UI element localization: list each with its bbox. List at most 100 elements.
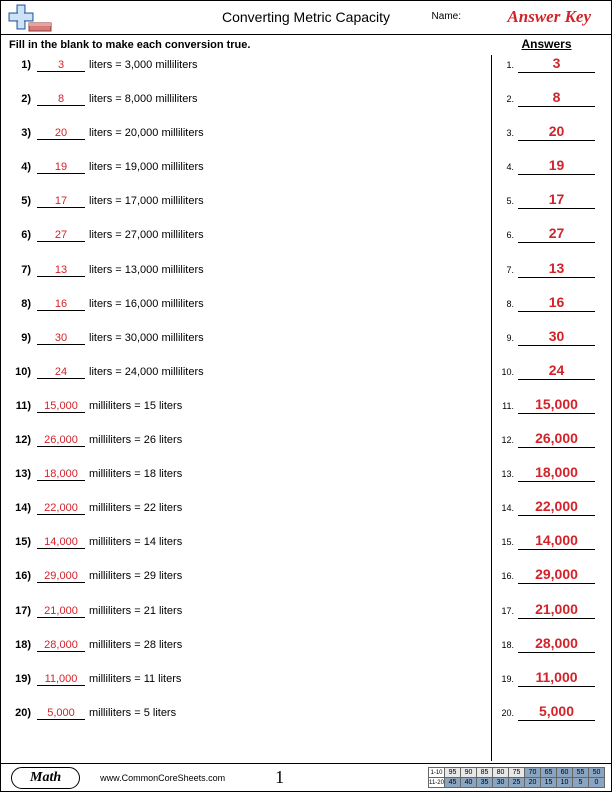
question-row: 17)21,000 milliliters = 21 liters — [9, 605, 483, 639]
question-row: 7) 13 liters = 13,000 milliliters — [9, 264, 483, 298]
question-row: 19)11,000 milliliters = 11 liters — [9, 673, 483, 707]
answer-row: 10.24 — [498, 362, 595, 396]
answer-value: 27 — [518, 225, 595, 243]
question-blank: 27 — [37, 229, 85, 242]
answer-value: 14,000 — [518, 532, 595, 550]
question-text: liters = 30,000 milliliters — [89, 332, 204, 344]
answer-value: 17 — [518, 191, 595, 209]
answer-row: 16.29,000 — [498, 566, 595, 600]
page-number: 1 — [275, 767, 284, 788]
answer-number: 1. — [498, 60, 514, 70]
question-row: 18) 28,000 milliliters = 28 liters — [9, 639, 483, 673]
answer-row: 14.22,000 — [498, 498, 595, 532]
question-text: milliliters = 29 liters — [89, 570, 182, 582]
question-row: 5)17 liters = 17,000 milliliters — [9, 195, 483, 229]
question-row: 20) 5,000 milliliters = 5 liters — [9, 707, 483, 741]
question-blank: 14,000 — [37, 536, 85, 549]
answer-number: 7. — [498, 265, 514, 275]
question-number: 18) — [9, 639, 31, 651]
footer: Math www.CommonCoreSheets.com 1 1-109590… — [1, 763, 611, 791]
question-row: 8)16 liters = 16,000 milliliters — [9, 298, 483, 332]
questions-column: 1)3 liters = 3,000 milliliters2)8 liters… — [1, 55, 491, 761]
question-text: milliliters = 28 liters — [89, 639, 182, 651]
answer-row: 2.8 — [498, 89, 595, 123]
answer-number: 6. — [498, 230, 514, 240]
subject-badge: Math — [11, 767, 80, 789]
question-blank: 30 — [37, 332, 85, 345]
header: Converting Metric Capacity Name: Answer … — [1, 1, 611, 35]
answer-row: 4.19 — [498, 157, 595, 191]
question-text: liters = 3,000 milliliters — [89, 59, 198, 71]
answer-row: 9.30 — [498, 328, 595, 362]
question-text: milliliters = 15 liters — [89, 400, 182, 412]
question-row: 2)8 liters = 8,000 milliliters — [9, 93, 483, 127]
question-text: liters = 27,000 milliliters — [89, 229, 204, 241]
answer-value: 19 — [518, 157, 595, 175]
question-number: 15) — [9, 536, 31, 548]
question-blank: 22,000 — [37, 502, 85, 515]
answer-row: 13.18,000 — [498, 464, 595, 498]
answer-value: 11,000 — [518, 669, 595, 687]
question-blank: 5,000 — [37, 707, 85, 720]
answer-value: 20 — [518, 123, 595, 141]
question-number: 19) — [9, 673, 31, 685]
answer-value: 29,000 — [518, 566, 595, 584]
question-text: liters = 13,000 milliliters — [89, 264, 204, 276]
question-number: 7) — [9, 264, 31, 276]
question-blank: 11,000 — [37, 673, 85, 686]
answer-value: 16 — [518, 294, 595, 312]
answer-value: 3 — [518, 55, 595, 73]
question-row: 4) 19 liters = 19,000 milliliters — [9, 161, 483, 195]
question-text: liters = 20,000 milliliters — [89, 127, 204, 139]
question-text: milliliters = 18 liters — [89, 468, 182, 480]
question-number: 9) — [9, 332, 31, 344]
content-area: 1)3 liters = 3,000 milliliters2)8 liters… — [1, 55, 611, 761]
question-number: 8) — [9, 298, 31, 310]
question-text: liters = 19,000 milliliters — [89, 161, 204, 173]
question-blank: 28,000 — [37, 639, 85, 652]
answer-number: 17. — [498, 606, 514, 616]
question-row: 16) 29,000 milliliters = 29 liters — [9, 570, 483, 604]
answer-row: 15.14,000 — [498, 532, 595, 566]
question-text: liters = 24,000 milliliters — [89, 366, 204, 378]
answer-number: 14. — [498, 503, 514, 513]
question-number: 17) — [9, 605, 31, 617]
answer-number: 4. — [498, 162, 514, 172]
question-blank: 13 — [37, 264, 85, 277]
answer-row: 19. 11,000 — [498, 669, 595, 703]
question-row: 9) 30 liters = 30,000 milliliters — [9, 332, 483, 366]
question-row: 10)24 liters = 24,000 milliliters — [9, 366, 483, 400]
answer-row: 5.17 — [498, 191, 595, 225]
question-blank: 3 — [37, 59, 85, 72]
question-blank: 18,000 — [37, 468, 85, 481]
question-number: 12) — [9, 434, 31, 446]
question-number: 16) — [9, 570, 31, 582]
answer-number: 2. — [498, 94, 514, 104]
question-blank: 26,000 — [37, 434, 85, 447]
question-number: 4) — [9, 161, 31, 173]
answer-number: 19. — [498, 674, 514, 684]
question-text: milliliters = 5 liters — [89, 707, 176, 719]
question-blank: 19 — [37, 161, 85, 174]
question-blank: 20 — [37, 127, 85, 140]
question-blank: 29,000 — [37, 570, 85, 583]
question-row: 15)14,000 milliliters = 14 liters — [9, 536, 483, 570]
question-blank: 8 — [37, 93, 85, 106]
answers-list: 1.32.83.204.195.176.277.138.169.3010.241… — [498, 55, 595, 737]
answer-number: 9. — [498, 333, 514, 343]
question-number: 6) — [9, 229, 31, 241]
question-number: 20) — [9, 707, 31, 719]
question-number: 11) — [9, 400, 31, 412]
question-text: liters = 17,000 milliliters — [89, 195, 204, 207]
question-number: 3) — [9, 127, 31, 139]
answer-row: 17.21,000 — [498, 601, 595, 635]
question-number: 14) — [9, 502, 31, 514]
question-blank: 17 — [37, 195, 85, 208]
question-row: 12)26,000 milliliters = 26 liters — [9, 434, 483, 468]
answer-value: 15,000 — [518, 396, 595, 414]
answers-heading: Answers — [492, 37, 601, 51]
answer-row: 1.3 — [498, 55, 595, 89]
question-blank: 24 — [37, 366, 85, 379]
answer-row: 8.16 — [498, 294, 595, 328]
answer-value: 28,000 — [518, 635, 595, 653]
